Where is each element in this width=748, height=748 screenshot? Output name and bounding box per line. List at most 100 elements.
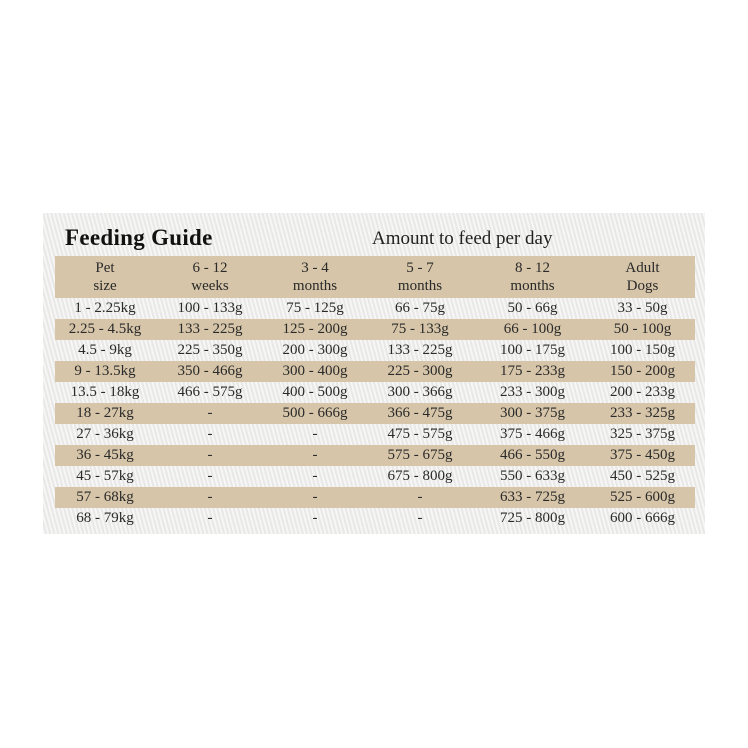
amount-cell: - <box>312 426 318 442</box>
table-row: 57 - 68kg - - -633 - 725g 525 - 600g <box>55 487 695 508</box>
table-row: 9 - 13.5kg 350 - 466g 300 - 400g 225 - 300g… <box>55 361 695 382</box>
column-header: 6 - 12 weeks <box>155 256 265 298</box>
amount-cell: 366 - 475g <box>365 403 475 424</box>
amount-cell: 125 - 200g <box>265 319 365 340</box>
amount-cell: 300 - 375g <box>475 403 590 424</box>
column-header-line: 3 - 4 <box>301 260 329 276</box>
amount-cell: 100 - 133g <box>177 300 243 316</box>
feeding-guide-card: Feeding Guide Amount to feed per day Pet… <box>43 213 705 534</box>
amount-cell: - <box>207 426 213 442</box>
amount-cell: 175 - 233g <box>475 361 590 382</box>
amount-cell: 550 - 633g <box>500 468 565 484</box>
pet-size-cell: 1 - 2.25kg <box>74 300 136 316</box>
pet-size-cell: 45 - 57kg <box>76 468 134 484</box>
column-header-line: Adult <box>625 260 660 276</box>
column-header: 3 - 4 months <box>265 256 365 298</box>
column-header-line: Dogs <box>626 278 659 294</box>
amount-cell: 450 - 525g <box>610 468 675 484</box>
amount-cell: 375 - 450g <box>590 445 695 466</box>
title: Feeding Guide <box>65 225 213 250</box>
table-row: 18 - 27kg -500 - 666g 366 - 475g 300 - 375g… <box>55 403 695 424</box>
amount-cell: - <box>312 510 318 526</box>
amount-cell: 300 - 366g <box>387 384 453 400</box>
amount-cell: 225 - 350g <box>177 342 243 358</box>
amount-cell: 66 - 100g <box>475 319 590 340</box>
amount-cell: 375 - 466g <box>500 426 565 442</box>
amount-cell: 100 - 175g <box>500 342 565 358</box>
column-header: 5 - 7 months <box>365 256 475 298</box>
header-row: Pet size 6 - 12 weeks 3 - 4 months 5 - 7 months… <box>55 256 695 298</box>
amount-cell: 675 - 800g <box>387 468 453 484</box>
column-header-line: 5 - 7 <box>406 260 434 276</box>
amount-cell: 50 - 66g <box>507 300 558 316</box>
amount-cell: 133 - 225g <box>387 342 453 358</box>
amount-cell: 50 - 100g <box>590 319 695 340</box>
column-header-line: months <box>292 278 338 294</box>
table-row: 27 - 36kg - - 475 - 575g 375 - 466g 325 - 375… <box>55 424 695 445</box>
amount-cell: 133 - 225g <box>155 319 265 340</box>
amount-cell: 33 - 50g <box>617 300 668 316</box>
amount-cell: - <box>417 510 423 526</box>
column-header-line: months <box>397 278 443 294</box>
table-row: 1 - 2.25kg 100 - 133g 75 - 125g 66 - 75g 50 … <box>55 298 695 319</box>
table-row: 45 - 57kg - - 675 - 800g 550 - 633g 450 - 525… <box>55 466 695 487</box>
amount-cell: 225 - 300g <box>365 361 475 382</box>
column-header-line: weeks <box>191 278 229 294</box>
amount-cell: 350 - 466g <box>155 361 265 382</box>
feeding-table: Pet size 6 - 12 weeks 3 - 4 months 5 - 7 months… <box>55 256 695 529</box>
pet-size-cell: 2.25 - 4.5kg <box>55 319 155 340</box>
table-row: 68 - 79kg - - - 725 - 800g 600 - 666g <box>55 508 695 529</box>
pet-size-cell: 4.5 - 9kg <box>78 342 132 358</box>
column-header: Adult Dogs <box>590 256 695 298</box>
pet-size-cell: 68 - 79kg <box>76 510 134 526</box>
column-header-line: months <box>510 278 555 294</box>
table-row: 4.5 - 9kg 225 - 350g 200 - 300g 133 - 225g 1… <box>55 340 695 361</box>
amount-cell: 200 - 233g <box>610 384 675 400</box>
amount-cell: 75 - 133g <box>365 319 475 340</box>
amount-cell: 100 - 150g <box>610 342 675 358</box>
amount-cell: 525 - 600g <box>590 487 695 508</box>
column-header: Pet size <box>55 256 155 298</box>
amount-cell: - <box>207 468 213 484</box>
subtitle: Amount to feed per day <box>372 228 553 249</box>
pet-size-cell: 13.5 - 18kg <box>70 384 140 400</box>
amount-cell: 200 - 300g <box>282 342 348 358</box>
amount-cell: 575 - 675g <box>365 445 475 466</box>
amount-cell: - <box>155 403 265 424</box>
amount-cell: - <box>312 468 318 484</box>
pet-size-cell: 27 - 36kg <box>76 426 134 442</box>
pet-size-cell: 9 - 13.5kg <box>55 361 155 382</box>
amount-cell: 233 - 300g <box>500 384 565 400</box>
amount-cell: 600 - 666g <box>610 510 675 526</box>
amount-cell: 400 - 500g <box>282 384 348 400</box>
amount-cell: 325 - 375g <box>610 426 675 442</box>
amount-cell: - <box>365 487 475 508</box>
column-header-line: 6 - 12 <box>192 260 228 276</box>
table-row: 2.25 - 4.5kg 133 - 225g 125 - 200g 75 - 133… <box>55 319 695 340</box>
amount-cell: 500 - 666g <box>265 403 365 424</box>
amount-cell: 633 - 725g <box>475 487 590 508</box>
table-row: 36 - 45kg - -575 - 675g 466 - 550g 375 - 450… <box>55 445 695 466</box>
amount-cell: 300 - 400g <box>265 361 365 382</box>
amount-cell: - <box>155 445 265 466</box>
amount-cell: 475 - 575g <box>387 426 453 442</box>
amount-cell: - <box>265 487 365 508</box>
pet-size-cell: 18 - 27kg <box>55 403 155 424</box>
pet-size-cell: 57 - 68kg <box>55 487 155 508</box>
amount-cell: - <box>207 510 213 526</box>
table-row: 13.5 - 18kg 466 - 575g 400 - 500g 300 - 366… <box>55 382 695 403</box>
amount-cell: 66 - 75g <box>395 300 445 316</box>
amount-cell: - <box>265 445 365 466</box>
column-header: 8 - 12 months <box>475 256 590 298</box>
column-header-line: Pet <box>95 260 115 276</box>
amount-cell: 233 - 325g <box>590 403 695 424</box>
pet-size-cell: 36 - 45kg <box>55 445 155 466</box>
column-header-line: size <box>93 278 117 294</box>
amount-cell: 466 - 575g <box>177 384 243 400</box>
column-header-line: 8 - 12 <box>515 260 550 276</box>
amount-cell: 75 - 125g <box>286 300 344 316</box>
amount-cell: 725 - 800g <box>500 510 565 526</box>
amount-cell: 150 - 200g <box>590 361 695 382</box>
amount-cell: 466 - 550g <box>475 445 590 466</box>
amount-cell: - <box>155 487 265 508</box>
